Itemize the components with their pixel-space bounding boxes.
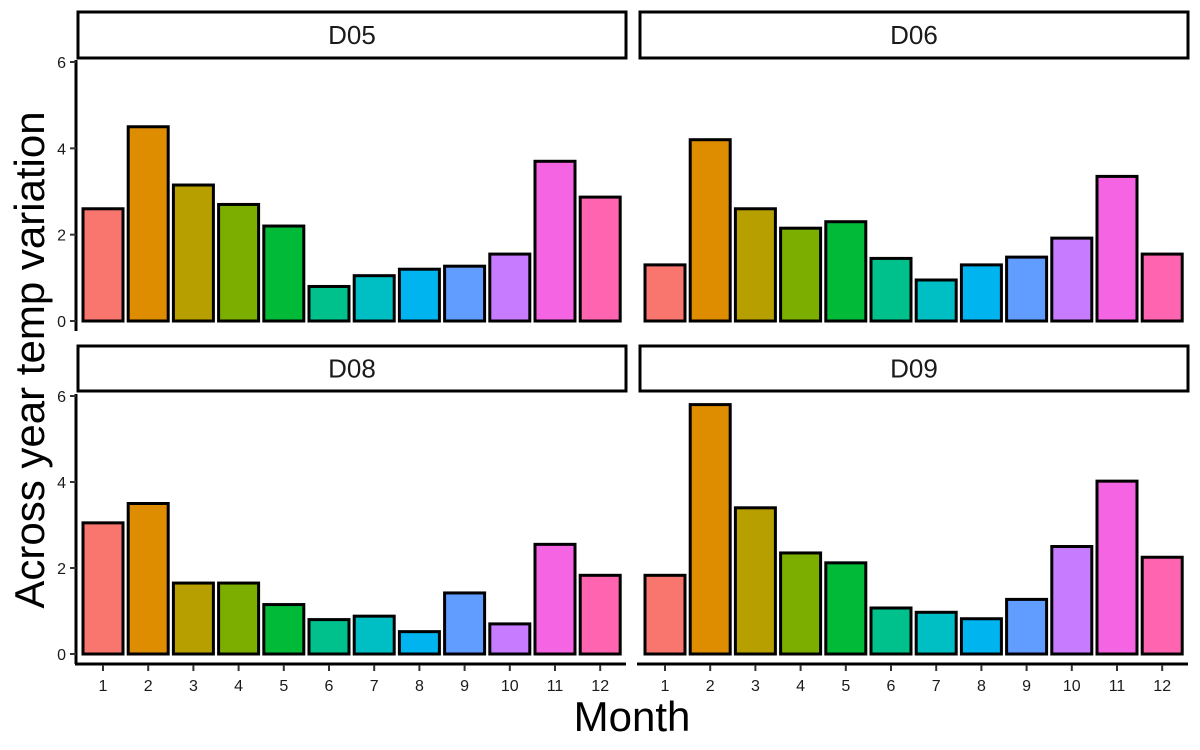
bar-D09-month-10 bbox=[1050, 545, 1094, 656]
x-axis-title: Month bbox=[574, 693, 691, 740]
bar-D08-month-5 bbox=[262, 603, 306, 656]
bar-D08-month-7 bbox=[352, 614, 396, 656]
bar-D08-month-11 bbox=[533, 542, 577, 656]
bar-D08-month-4 bbox=[217, 581, 261, 656]
bar-D09-month-2 bbox=[688, 403, 732, 656]
bar-D08-month-12 bbox=[578, 573, 622, 656]
bar-D08-month-9 bbox=[443, 591, 487, 656]
x-tick-label: 6 bbox=[325, 678, 334, 695]
x-tick-label: 5 bbox=[841, 678, 850, 695]
bar-D06-month-9 bbox=[1005, 255, 1049, 323]
bar-D09-month-12 bbox=[1140, 555, 1184, 656]
bar-D08-month-3 bbox=[171, 581, 215, 656]
bar-D08-month-8 bbox=[397, 630, 441, 656]
bar-D06-month-10 bbox=[1050, 236, 1094, 323]
bar-D09-month-8 bbox=[959, 617, 1003, 656]
bar-D05-month-6 bbox=[307, 284, 351, 323]
x-tick-label: 9 bbox=[1022, 678, 1031, 695]
x-tick-label: 1 bbox=[99, 678, 108, 695]
x-tick-label: 2 bbox=[144, 678, 153, 695]
bar-D06-month-8 bbox=[959, 263, 1003, 323]
bar-D05-month-4 bbox=[217, 202, 261, 323]
y-tick-label: 4 bbox=[57, 475, 66, 492]
bar-D08-month-1 bbox=[81, 521, 125, 656]
bar-D05-month-1 bbox=[81, 207, 125, 323]
bar-D09-month-3 bbox=[733, 506, 777, 656]
y-tick-label: 0 bbox=[57, 314, 66, 331]
bar-D06-month-2 bbox=[688, 138, 732, 323]
bar-D06-month-1 bbox=[643, 263, 687, 323]
facet-strip bbox=[638, 344, 1190, 393]
y-tick-label: 0 bbox=[57, 647, 66, 664]
bar-D06-month-4 bbox=[779, 226, 823, 323]
x-tick-label: 3 bbox=[189, 678, 198, 695]
bar-D08-month-2 bbox=[126, 502, 170, 656]
x-tick-label: 7 bbox=[932, 678, 941, 695]
facet-strip-label: D09 bbox=[890, 354, 938, 384]
facet-panel-D06: D06 bbox=[638, 10, 1190, 323]
x-tick-label: 4 bbox=[796, 678, 805, 695]
facet-strip bbox=[76, 344, 628, 393]
x-tick-label: 6 bbox=[887, 678, 896, 695]
bar-D05-month-9 bbox=[443, 264, 487, 323]
y-tick-label: 2 bbox=[57, 561, 66, 578]
bar-D09-month-11 bbox=[1095, 479, 1139, 656]
bar-D05-month-5 bbox=[262, 224, 306, 323]
bar-D05-month-10 bbox=[488, 252, 532, 323]
bar-D06-month-5 bbox=[824, 220, 868, 323]
x-tick-label: 10 bbox=[501, 678, 519, 695]
x-tick-label: 12 bbox=[1153, 678, 1171, 695]
x-tick-label: 10 bbox=[1063, 678, 1081, 695]
bar-D09-month-9 bbox=[1005, 597, 1049, 656]
bar-D05-month-2 bbox=[126, 125, 170, 323]
bar-D05-month-7 bbox=[352, 274, 396, 323]
bar-D08-month-10 bbox=[488, 622, 532, 656]
x-tick-label: 8 bbox=[977, 678, 986, 695]
bar-D06-month-7 bbox=[914, 278, 958, 323]
x-tick-label: 3 bbox=[751, 678, 760, 695]
bar-D09-month-7 bbox=[914, 610, 958, 656]
bar-D06-month-3 bbox=[733, 207, 777, 323]
bar-D05-month-12 bbox=[578, 195, 622, 323]
bar-D05-month-8 bbox=[397, 267, 441, 323]
facet-strip bbox=[76, 10, 628, 60]
bar-D09-month-4 bbox=[779, 551, 823, 656]
y-tick-label: 6 bbox=[57, 55, 66, 72]
y-tick-label: 6 bbox=[57, 389, 66, 406]
bar-D09-month-1 bbox=[643, 573, 687, 656]
x-tick-label: 8 bbox=[415, 678, 424, 695]
facet-strip-label: D08 bbox=[328, 354, 376, 384]
x-tick-label: 2 bbox=[706, 678, 715, 695]
y-axis-title: Across year temp variation bbox=[6, 111, 53, 608]
x-tick-label: 11 bbox=[1109, 678, 1126, 695]
x-tick-label: 12 bbox=[591, 678, 609, 695]
facet-strip bbox=[638, 10, 1190, 60]
bar-D09-month-6 bbox=[869, 606, 913, 656]
bar-D06-month-6 bbox=[869, 256, 913, 323]
y-tick-label: 2 bbox=[57, 228, 66, 245]
x-tick-label: 5 bbox=[279, 678, 288, 695]
facet-panel-D05: D05 0 2 4 6 bbox=[57, 10, 628, 331]
bar-D06-month-11 bbox=[1095, 174, 1139, 323]
bar-D05-month-3 bbox=[171, 183, 215, 323]
facet-strip-label: D05 bbox=[328, 20, 376, 50]
x-tick-label: 9 bbox=[460, 678, 469, 695]
facet-strip-label: D06 bbox=[890, 20, 938, 50]
x-tick-label: 4 bbox=[234, 678, 243, 695]
x-tick-label: 11 bbox=[547, 678, 564, 695]
y-tick-label: 4 bbox=[57, 141, 66, 158]
x-tick-label: 7 bbox=[370, 678, 379, 695]
bar-D08-month-6 bbox=[307, 618, 351, 656]
bar-D05-month-11 bbox=[533, 159, 577, 323]
bar-D09-month-5 bbox=[824, 561, 868, 656]
x-tick-label: 1 bbox=[661, 678, 670, 695]
bar-D06-month-12 bbox=[1140, 252, 1184, 323]
